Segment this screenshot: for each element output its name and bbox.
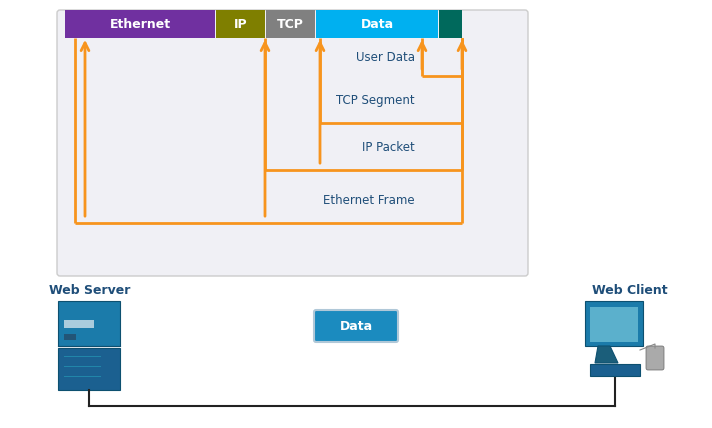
Bar — [585, 301, 643, 346]
Bar — [316, 10, 438, 38]
Text: User Data: User Data — [356, 51, 415, 63]
Bar — [64, 320, 94, 328]
Polygon shape — [595, 346, 618, 363]
Text: TCP: TCP — [277, 18, 304, 30]
Bar — [216, 10, 265, 38]
Text: IP: IP — [234, 18, 247, 30]
Bar — [65, 10, 215, 38]
Bar — [58, 348, 120, 390]
Text: TCP Segment: TCP Segment — [336, 93, 415, 107]
Bar — [266, 10, 315, 38]
Text: Web Client: Web Client — [592, 283, 668, 297]
Bar — [64, 334, 76, 340]
FancyBboxPatch shape — [57, 10, 528, 276]
Text: Data: Data — [360, 18, 394, 30]
Text: IP Packet: IP Packet — [362, 140, 415, 154]
Text: Web Server: Web Server — [49, 283, 131, 297]
FancyBboxPatch shape — [314, 310, 398, 342]
Bar — [439, 10, 462, 38]
Bar — [590, 307, 638, 342]
Text: Ethernet Frame: Ethernet Frame — [323, 193, 415, 206]
Text: Data: Data — [340, 319, 372, 333]
Bar — [590, 364, 640, 376]
FancyBboxPatch shape — [646, 346, 664, 370]
Bar — [58, 301, 120, 346]
Text: Ethernet: Ethernet — [110, 18, 171, 30]
